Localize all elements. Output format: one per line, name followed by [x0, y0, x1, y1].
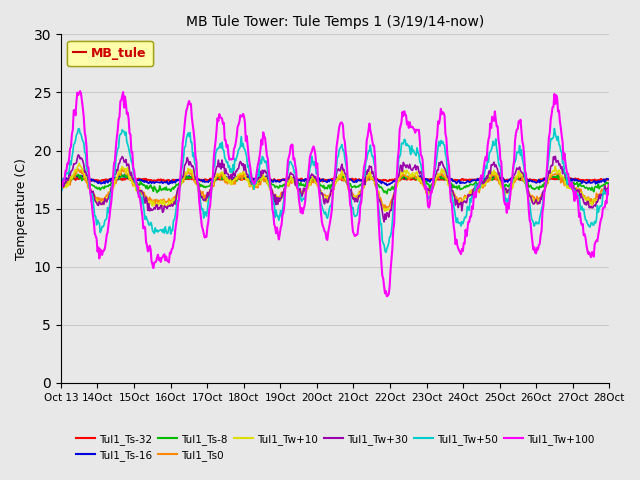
Tul1_Ts-16 — [472, 178, 479, 183]
Tul1_Tw+100 — [155, 257, 163, 263]
Tul1_Ts-32 — [534, 179, 541, 185]
Tul1_Ts-16 — [57, 176, 65, 181]
Tul1_Ts-8 — [155, 188, 163, 194]
Tul1_Tw+50 — [424, 196, 432, 202]
Line: Tul1_Tw+50: Tul1_Tw+50 — [61, 129, 609, 252]
Tul1_Tw+10 — [306, 182, 314, 188]
Tul1_Tw+50 — [471, 188, 479, 194]
Tul1_Ts-8 — [472, 179, 479, 185]
Tul1_Tw+50 — [57, 171, 65, 177]
Tul1_Tw+10 — [57, 183, 65, 189]
Tul1_Ts-32 — [380, 177, 388, 183]
Tul1_Tw+100 — [76, 88, 84, 94]
Tul1_Tw+30 — [472, 182, 479, 188]
Tul1_Tw+30 — [74, 152, 82, 158]
Tul1_Tw+10 — [382, 206, 390, 212]
Tul1_Tw+50 — [154, 229, 162, 235]
Tul1_Ts-32 — [154, 177, 162, 182]
Tul1_Tw+50 — [198, 207, 205, 213]
Tul1_Ts-16 — [155, 180, 163, 185]
Tul1_Tw+100 — [57, 181, 65, 187]
Tul1_Tw+100 — [306, 154, 314, 160]
Tul1_Ts-8 — [425, 182, 433, 188]
Tul1_Ts-8 — [605, 181, 613, 187]
Tul1_Tw+30 — [199, 196, 207, 202]
Tul1_Ts-16 — [383, 182, 390, 188]
Tul1_Ts-16 — [306, 175, 314, 180]
Tul1_Ts-32 — [424, 177, 432, 182]
Tul1_Tw+50 — [550, 126, 558, 132]
Tul1_Ts-8 — [383, 191, 390, 197]
Tul1_Ts-32 — [57, 177, 65, 182]
Tul1_Tw+50 — [305, 173, 313, 179]
Line: Tul1_Tw+30: Tul1_Tw+30 — [61, 155, 609, 222]
Tul1_Tw+100 — [199, 227, 207, 232]
Line: Tul1_Ts-8: Tul1_Ts-8 — [61, 174, 609, 194]
Tul1_Ts-16 — [605, 177, 613, 182]
Tul1_Ts0 — [380, 206, 388, 212]
Tul1_Tw+30 — [605, 181, 613, 187]
Line: Tul1_Tw+100: Tul1_Tw+100 — [61, 91, 609, 296]
Tul1_Ts-32 — [198, 177, 205, 182]
Tul1_Tw+10 — [425, 188, 433, 194]
Tul1_Tw+30 — [155, 205, 163, 211]
Tul1_Ts0 — [118, 165, 126, 171]
Tul1_Ts0 — [382, 205, 390, 211]
Tul1_Ts-8 — [381, 188, 389, 194]
Tul1_Ts0 — [472, 186, 479, 192]
Tul1_Tw+10 — [605, 182, 613, 188]
Tul1_Ts0 — [155, 197, 163, 203]
Tul1_Ts-32 — [305, 177, 313, 182]
Tul1_Ts-8 — [306, 179, 314, 184]
Title: MB Tule Tower: Tule Temps 1 (3/19/14-now): MB Tule Tower: Tule Temps 1 (3/19/14-now… — [186, 15, 484, 29]
Tul1_Ts0 — [306, 181, 314, 187]
Tul1_Tw+30 — [425, 187, 433, 193]
Tul1_Tw+100 — [381, 290, 389, 296]
Tul1_Ts0 — [425, 186, 433, 192]
Tul1_Ts0 — [199, 189, 207, 194]
Tul1_Tw+30 — [57, 180, 65, 186]
Tul1_Ts-8 — [199, 182, 207, 188]
Line: Tul1_Tw+10: Tul1_Tw+10 — [61, 164, 609, 211]
Line: Tul1_Ts-32: Tul1_Ts-32 — [61, 177, 609, 182]
Tul1_Tw+10 — [472, 182, 479, 188]
Tul1_Tw+50 — [382, 250, 390, 255]
Tul1_Ts-16 — [381, 181, 389, 187]
Tul1_Ts0 — [57, 181, 65, 187]
Tul1_Ts-32 — [415, 174, 422, 180]
Y-axis label: Temperature (C): Temperature (C) — [15, 157, 28, 260]
Tul1_Ts-16 — [425, 178, 433, 184]
Tul1_Tw+10 — [155, 200, 163, 206]
Tul1_Ts-8 — [118, 171, 125, 177]
Tul1_Tw+10 — [76, 161, 83, 167]
Legend: MB_tule: MB_tule — [67, 41, 153, 66]
Tul1_Ts-32 — [471, 177, 479, 182]
Line: Tul1_Ts0: Tul1_Ts0 — [61, 168, 609, 209]
Tul1_Tw+100 — [605, 183, 613, 189]
Tul1_Tw+100 — [472, 194, 479, 200]
Tul1_Ts-32 — [605, 177, 613, 183]
Line: Tul1_Ts-16: Tul1_Ts-16 — [61, 174, 609, 185]
Tul1_Tw+30 — [380, 219, 388, 225]
Tul1_Tw+30 — [382, 216, 390, 222]
Tul1_Ts-16 — [121, 171, 129, 177]
Tul1_Ts0 — [605, 184, 613, 190]
Tul1_Tw+100 — [425, 205, 433, 211]
Tul1_Tw+10 — [199, 195, 207, 201]
Tul1_Ts-8 — [57, 180, 65, 185]
Tul1_Tw+100 — [383, 293, 390, 299]
Tul1_Tw+30 — [306, 173, 314, 179]
Tul1_Tw+50 — [380, 242, 388, 248]
Tul1_Tw+50 — [605, 186, 613, 192]
Tul1_Ts-16 — [199, 179, 207, 185]
Tul1_Tw+10 — [381, 208, 389, 214]
